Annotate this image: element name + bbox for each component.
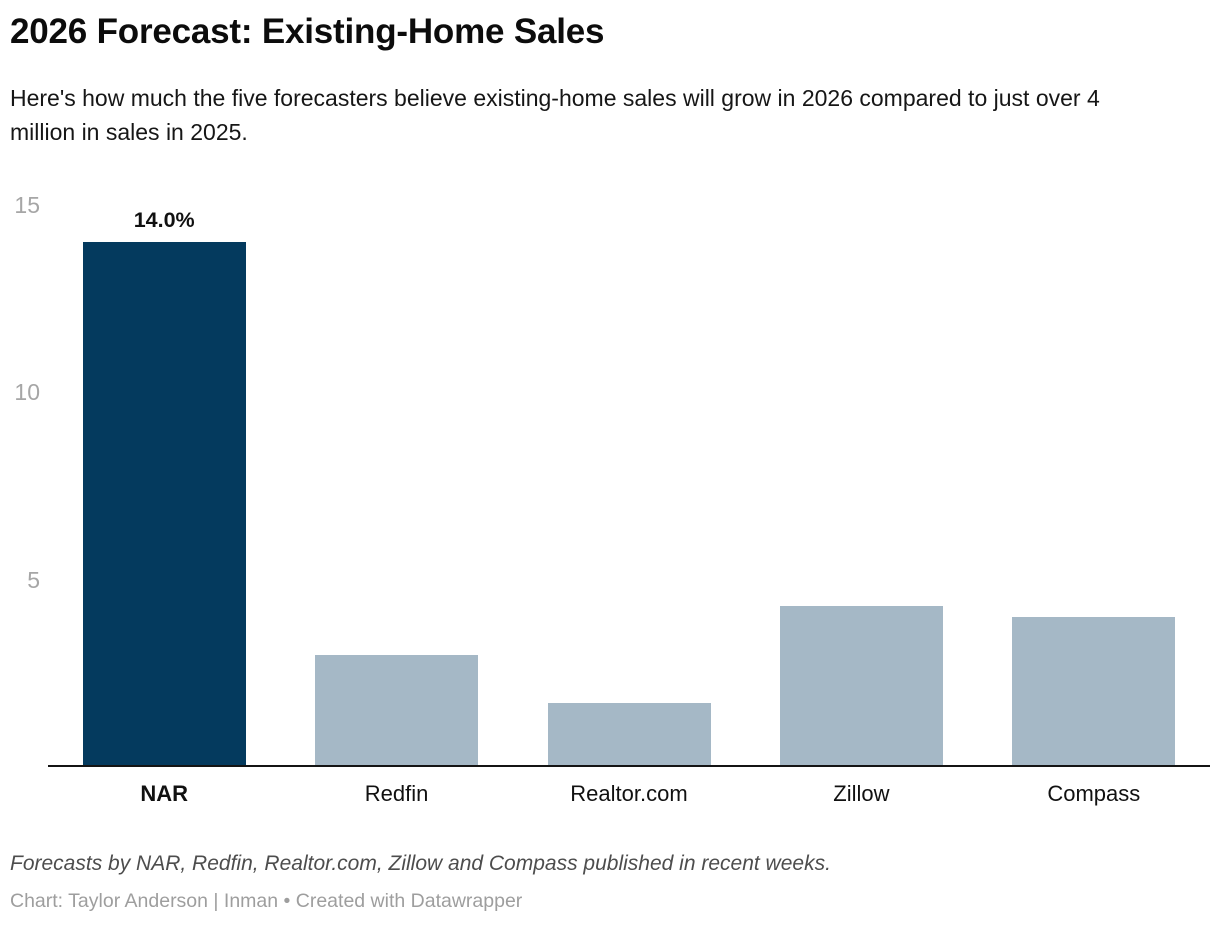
x-axis-line	[48, 764, 1210, 767]
y-tick-label: 15	[14, 192, 40, 218]
source-note: Forecasts by NAR, Redfin, Realtor.com, Z…	[10, 852, 831, 875]
value-label: 14.0%	[133, 208, 195, 233]
plot-area: 5 10 15 14.0% NAR Redfin Realtor.com Zillow Comp…	[0, 190, 1220, 806]
bar-zillow[interactable]	[779, 605, 943, 767]
y-tick-label: 10	[14, 379, 40, 406]
bar-compass[interactable]	[1012, 617, 1176, 767]
category-label-nar: NAR	[140, 781, 189, 806]
credit-line: Chart: Taylor Anderson | Inman • Created…	[10, 890, 523, 912]
bar-realtor-com[interactable]	[547, 703, 711, 767]
category-label-redfin: Redfin	[364, 781, 429, 806]
chart-subtitle: Here's how much the five forecasters bel…	[10, 85, 1100, 145]
category-label-realtor-com: Realtor.com	[570, 781, 688, 806]
category-label-compass: Compass	[1047, 781, 1141, 806]
category-label-zillow: Zillow	[833, 781, 890, 806]
page-title: 2026 Forecast: Existing-Home Sales	[10, 12, 605, 51]
bar-nar[interactable]	[82, 242, 246, 767]
bar-redfin[interactable]	[315, 654, 479, 767]
y-tick-label: 5	[27, 566, 40, 593]
